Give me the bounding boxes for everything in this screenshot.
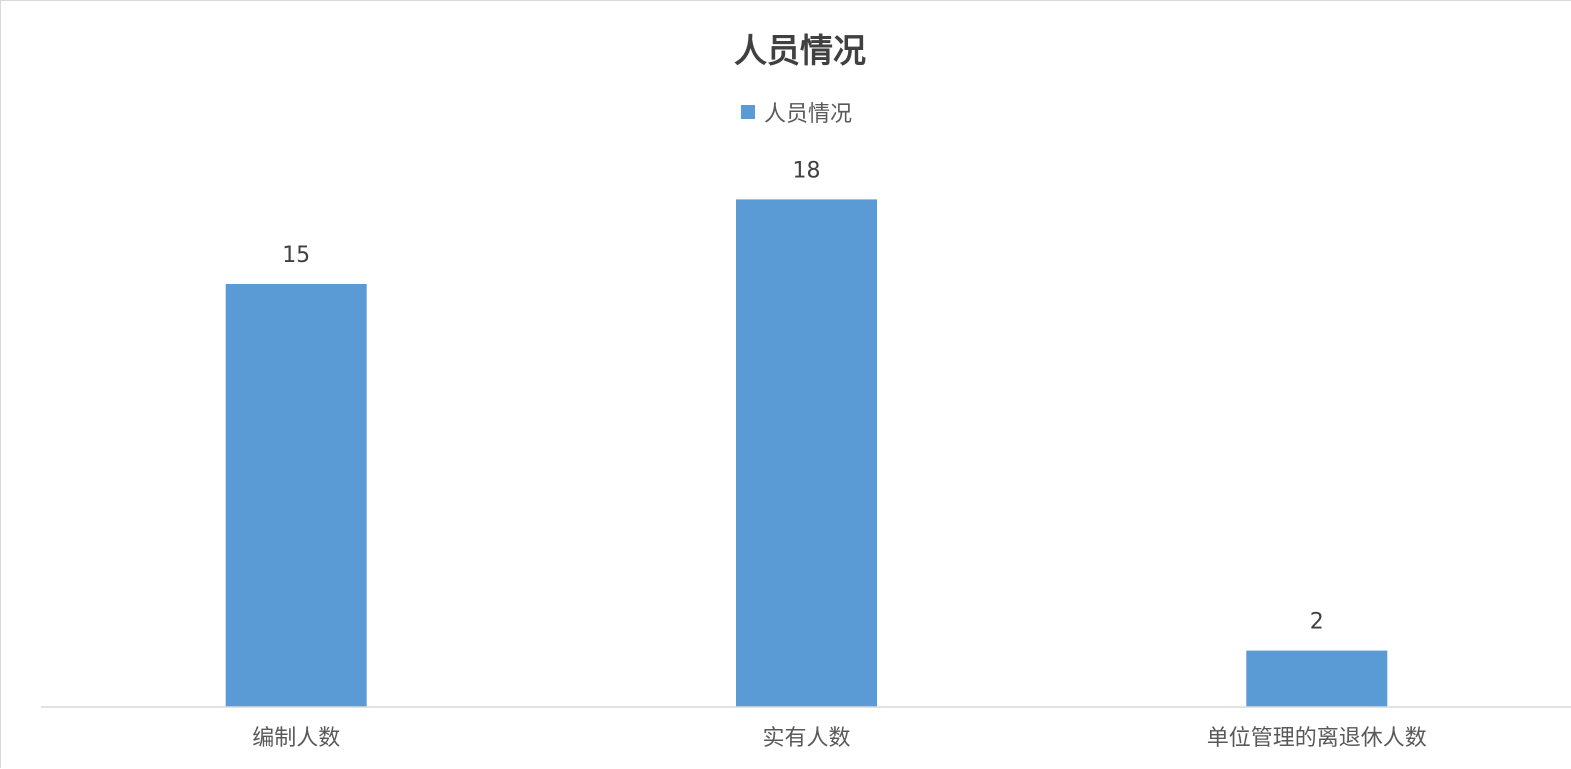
legend: 人员情况 <box>741 102 852 127</box>
data-label-1: 15 <box>282 243 310 268</box>
x-tick-label-1: 编制人数 <box>252 726 340 751</box>
legend-swatch <box>741 105 755 119</box>
x-tick-label-3: 单位管理的离退休人数 <box>1207 726 1427 751</box>
bars-layer: 15 18 2 <box>225 158 1388 707</box>
bar-2 <box>736 199 877 707</box>
legend-entry-label: 人员情况 <box>764 102 852 127</box>
bar-3 <box>1246 650 1388 707</box>
bar-1 <box>225 284 367 707</box>
chart-title: 人员情况 <box>734 31 866 70</box>
x-axis-ticks: 编制人数 实有人数 单位管理的离退休人数 <box>252 726 1427 751</box>
data-label-2: 18 <box>793 158 821 183</box>
x-tick-label-2: 实有人数 <box>762 726 850 751</box>
data-label-3: 2 <box>1310 610 1324 635</box>
